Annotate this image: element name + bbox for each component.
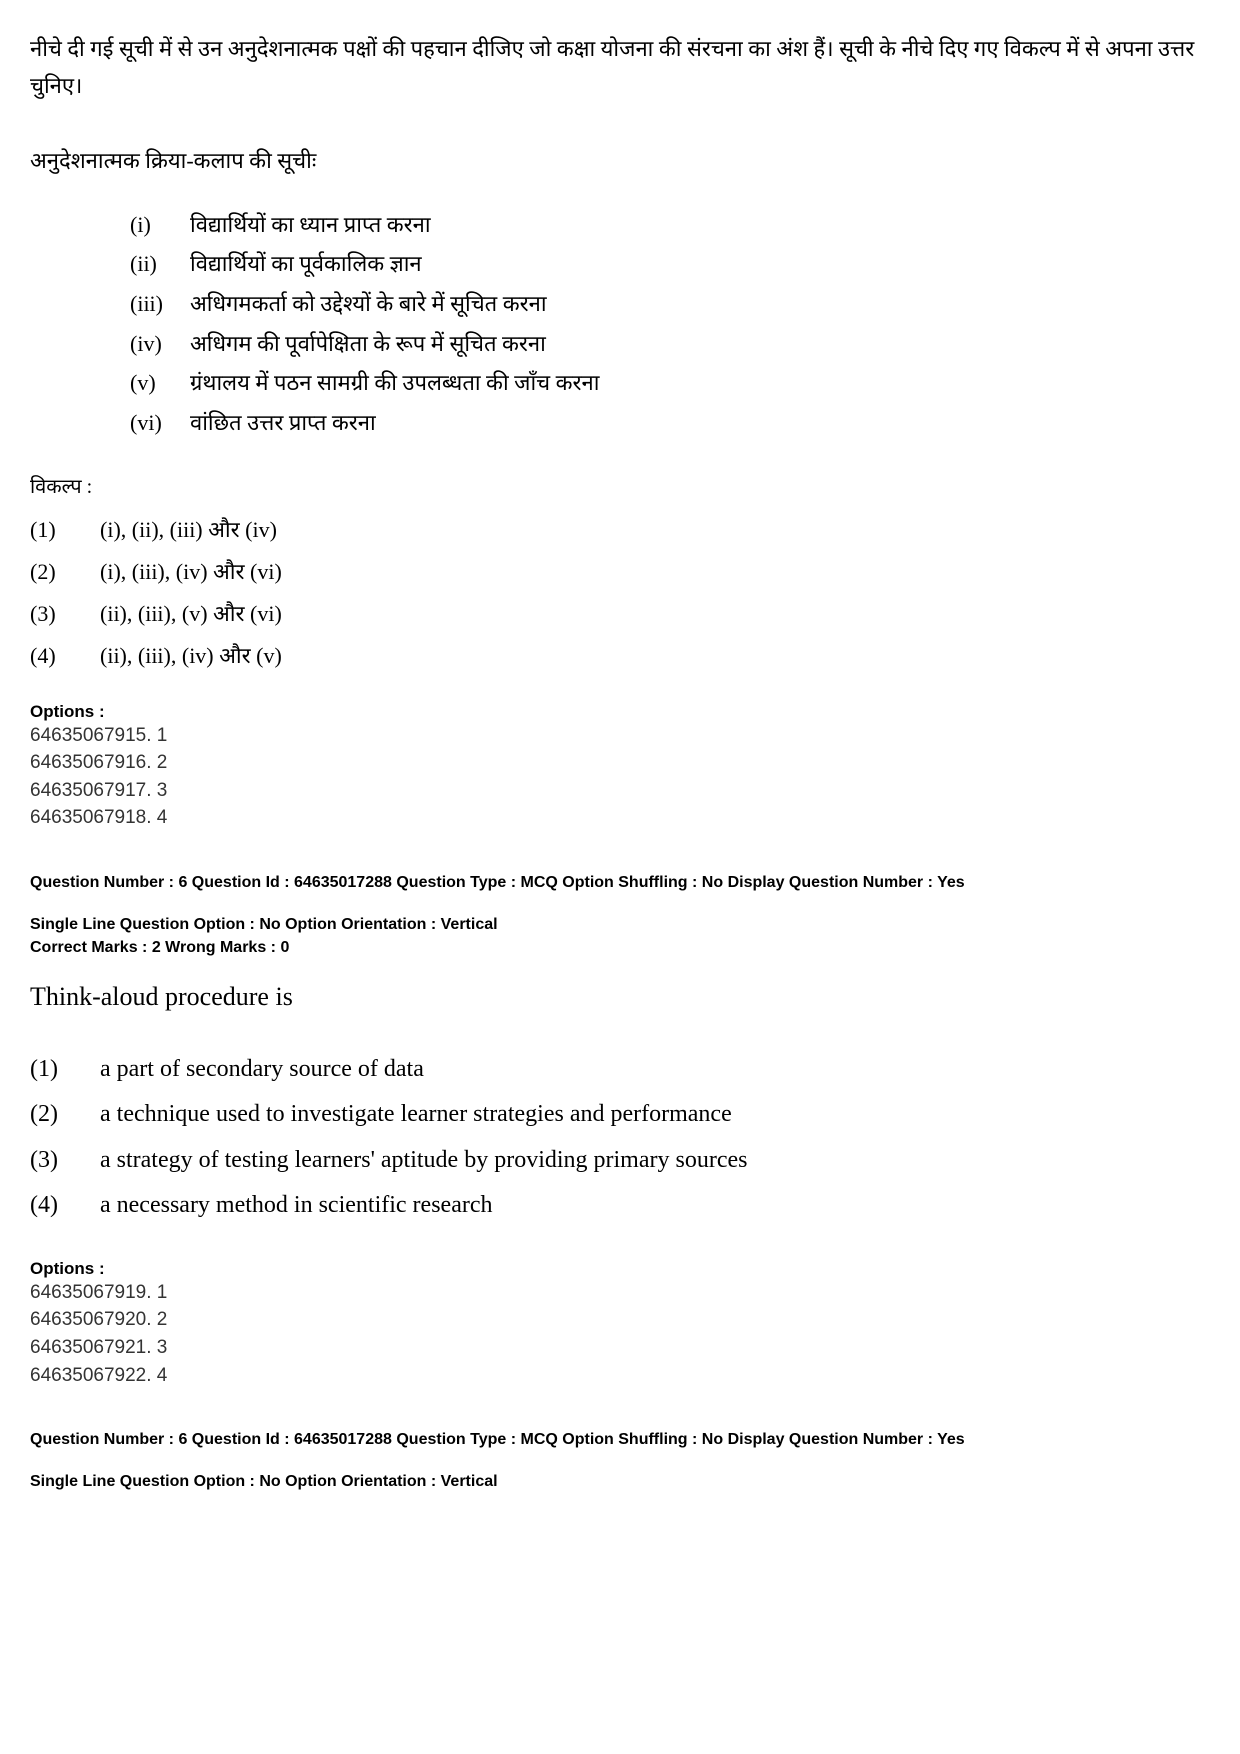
roman-text: ग्रंथालय में पठन सामग्री की उपलब्धता की …	[190, 363, 599, 403]
option-number: (1)	[30, 509, 100, 551]
option-number: (1)	[30, 1047, 100, 1093]
roman-text: अधिगम की पूर्वापेक्षिता के रूप में सूचित…	[190, 324, 546, 364]
option-text: (ii), (iii), (v) और (vi)	[100, 593, 282, 635]
list-item: (vi) वांछित उत्तर प्राप्त करना	[130, 403, 1210, 443]
q2-stem: Think-aloud procedure is	[30, 982, 1210, 1012]
answer-option[interactable]: (2) a technique used to investigate lear…	[30, 1092, 1210, 1138]
q2-answer-options: (1) a part of secondary source of data (…	[30, 1047, 1210, 1229]
option-number: (2)	[30, 1092, 100, 1138]
option-text: a necessary method in scientific researc…	[100, 1183, 492, 1229]
answer-option[interactable]: (1) a part of secondary source of data	[30, 1047, 1210, 1093]
roman-number: (iv)	[130, 324, 190, 364]
option-text: (i), (iii), (iv) और (vi)	[100, 551, 282, 593]
answer-option[interactable]: (2) (i), (iii), (iv) और (vi)	[30, 551, 1210, 593]
options-codes-header: Options :	[30, 1259, 1210, 1279]
q1-option-codes: 64635067915. 1 64635067916. 2 6463506791…	[30, 722, 1210, 832]
list-item: (ii) विद्यार्थियों का पूर्वकालिक ज्ञान	[130, 244, 1210, 284]
option-number: (3)	[30, 1138, 100, 1184]
question-metadata: Question Number : 6 Question Id : 646350…	[30, 872, 1210, 894]
list-item: (i) विद्यार्थियों का ध्यान प्राप्त करना	[130, 205, 1210, 245]
roman-text: विद्यार्थियों का ध्यान प्राप्त करना	[190, 205, 431, 245]
option-number: (2)	[30, 551, 100, 593]
answer-option[interactable]: (4) (ii), (iii), (iv) और (v)	[30, 635, 1210, 677]
options-codes-header: Options :	[30, 702, 1210, 722]
page: नीचे दी गई सूची में से उन अनुदेशनात्मक प…	[0, 0, 1240, 1526]
option-code: 64635067916. 2	[30, 749, 1210, 777]
roman-number: (iii)	[130, 284, 190, 324]
q2-option-codes: 64635067919. 1 64635067920. 2 6463506792…	[30, 1279, 1210, 1389]
q1-intro: नीचे दी गई सूची में से उन अनुदेशनात्मक प…	[30, 30, 1210, 105]
option-code: 64635067917. 3	[30, 777, 1210, 805]
answer-option[interactable]: (3) a strategy of testing learners' apti…	[30, 1138, 1210, 1184]
question-metadata: Single Line Question Option : No Option …	[30, 1471, 1210, 1493]
option-number: (4)	[30, 635, 100, 677]
list-item: (iii) अधिगमकर्ता को उद्देश्यों के बारे म…	[130, 284, 1210, 324]
option-text: a technique used to investigate learner …	[100, 1092, 732, 1138]
option-code: 64635067921. 3	[30, 1334, 1210, 1362]
option-code: 64635067920. 2	[30, 1306, 1210, 1334]
option-text: a strategy of testing learners' aptitude…	[100, 1138, 747, 1184]
option-code: 64635067915. 1	[30, 722, 1210, 750]
list-item: (v) ग्रंथालय में पठन सामग्री की उपलब्धता…	[130, 363, 1210, 403]
option-code: 64635067922. 4	[30, 1362, 1210, 1390]
q1-roman-list: (i) विद्यार्थियों का ध्यान प्राप्त करना …	[130, 205, 1210, 443]
q1-answer-options: (1) (i), (ii), (iii) और (iv) (2) (i), (i…	[30, 509, 1210, 676]
option-number: (4)	[30, 1183, 100, 1229]
roman-text: वांछित उत्तर प्राप्त करना	[190, 403, 376, 443]
answer-option[interactable]: (4) a necessary method in scientific res…	[30, 1183, 1210, 1229]
list-item: (iv) अधिगम की पूर्वापेक्षिता के रूप में …	[130, 324, 1210, 364]
roman-number: (vi)	[130, 403, 190, 443]
answer-choices-label: विकल्प :	[30, 472, 1210, 499]
roman-text: अधिगमकर्ता को उद्देश्यों के बारे में सूच…	[190, 284, 547, 324]
roman-number: (ii)	[130, 244, 190, 284]
question-metadata: Question Number : 6 Question Id : 646350…	[30, 1429, 1210, 1451]
q1-list-heading: अनुदेशनात्मक क्रिया-कलाप की सूचीः	[30, 145, 1210, 175]
answer-option[interactable]: (1) (i), (ii), (iii) और (iv)	[30, 509, 1210, 551]
option-text: (ii), (iii), (iv) और (v)	[100, 635, 282, 677]
roman-number: (i)	[130, 205, 190, 245]
marks-info: Correct Marks : 2 Wrong Marks : 0	[30, 939, 1210, 957]
answer-option[interactable]: (3) (ii), (iii), (v) और (vi)	[30, 593, 1210, 635]
option-code: 64635067919. 1	[30, 1279, 1210, 1307]
option-text: a part of secondary source of data	[100, 1047, 424, 1093]
roman-number: (v)	[130, 363, 190, 403]
question-metadata: Single Line Question Option : No Option …	[30, 914, 1210, 936]
option-code: 64635067918. 4	[30, 804, 1210, 832]
roman-text: विद्यार्थियों का पूर्वकालिक ज्ञान	[190, 244, 422, 284]
option-number: (3)	[30, 593, 100, 635]
option-text: (i), (ii), (iii) और (iv)	[100, 509, 277, 551]
